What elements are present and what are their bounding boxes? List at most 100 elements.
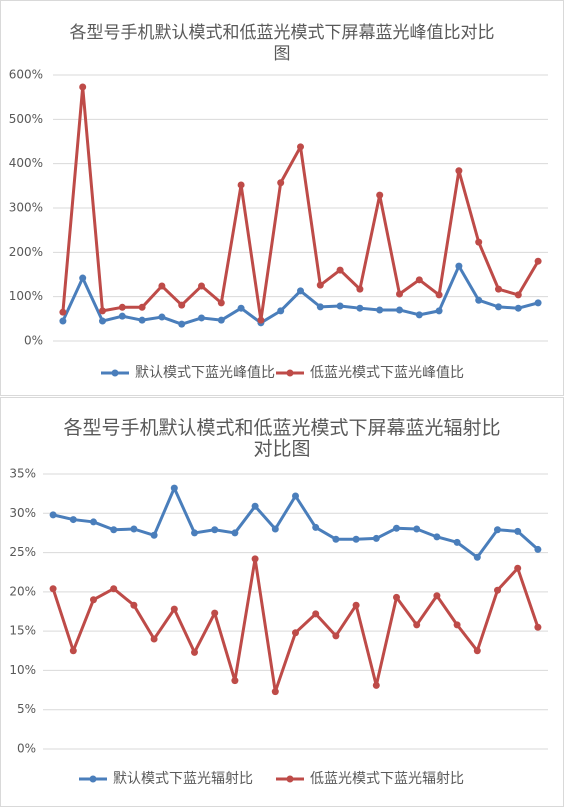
point — [435, 291, 443, 299]
point — [271, 688, 279, 696]
point — [251, 555, 259, 563]
point — [372, 681, 380, 689]
point — [237, 181, 245, 189]
point — [79, 83, 87, 91]
series-line — [51, 557, 540, 694]
point — [170, 484, 178, 492]
point — [198, 282, 205, 290]
chart-title: 各型号手机默认模式和低蓝光模式下屏幕蓝光辐射比对比图 — [63, 417, 501, 460]
point — [415, 276, 423, 284]
point — [473, 647, 481, 655]
y-tick-label: 500% — [9, 112, 43, 126]
chart-panel: 各型号手机默认模式和低蓝光模式下屏幕蓝光辐射比对比图 0% 5% 10% 15% 20%… — [0, 397, 564, 807]
point — [495, 303, 502, 311]
legend-marker — [111, 369, 119, 377]
point — [277, 307, 285, 315]
legend-label: 低蓝光模式下蓝光峰值比 — [310, 365, 464, 381]
point — [231, 677, 239, 685]
point — [237, 304, 245, 312]
y-tick-label: 20% — [9, 584, 36, 598]
point — [257, 316, 265, 324]
y-tick-label: 0% — [17, 742, 36, 756]
y-tick-label: 100% — [9, 289, 43, 303]
series-line — [61, 85, 540, 322]
point — [514, 527, 522, 535]
legend-label: 低蓝光模式下蓝光辐射比 — [310, 771, 464, 787]
point — [514, 304, 522, 312]
point — [413, 621, 421, 629]
point — [336, 266, 344, 274]
legend-label: 默认模式下蓝光峰值比 — [135, 365, 275, 381]
point — [297, 287, 304, 295]
point — [396, 290, 403, 298]
point — [393, 524, 400, 532]
point — [332, 535, 340, 543]
point — [475, 238, 483, 246]
point — [158, 282, 166, 290]
point — [170, 605, 178, 613]
y-tick-label: 30% — [9, 506, 36, 520]
point — [494, 526, 501, 534]
point — [514, 564, 522, 572]
y-tick-label: 25% — [9, 545, 36, 559]
y-tick-label: 200% — [9, 245, 43, 259]
point — [514, 291, 522, 299]
point — [292, 629, 299, 637]
point — [138, 316, 146, 324]
point — [312, 523, 320, 531]
point — [271, 525, 279, 533]
point — [356, 304, 364, 312]
point — [433, 592, 441, 600]
point — [494, 586, 501, 594]
legend-label: 默认模式下蓝光辐射比 — [113, 771, 253, 787]
point — [49, 585, 57, 593]
point — [178, 301, 186, 309]
point — [352, 601, 360, 609]
y-tick-label: 15% — [9, 624, 36, 638]
point — [292, 492, 299, 500]
point — [277, 179, 285, 187]
point — [231, 529, 239, 537]
point — [79, 274, 87, 282]
point — [415, 311, 423, 319]
point — [69, 647, 77, 655]
point — [150, 531, 158, 539]
point — [433, 533, 441, 541]
point — [332, 632, 340, 640]
point — [455, 167, 463, 175]
point — [473, 553, 481, 561]
chart-title: 各型号手机默认模式和低蓝光模式下屏幕蓝光峰值比对比图 — [69, 23, 495, 64]
legend-marker — [286, 775, 294, 783]
point — [372, 534, 380, 542]
point — [534, 545, 542, 553]
point — [251, 502, 259, 510]
point — [178, 320, 186, 328]
point — [99, 307, 106, 315]
point — [90, 596, 97, 604]
point — [413, 525, 421, 533]
point — [118, 312, 126, 320]
point — [453, 538, 461, 546]
point — [150, 635, 158, 643]
point — [534, 257, 542, 265]
legend-marker — [286, 369, 294, 377]
point — [534, 299, 542, 307]
point — [130, 601, 138, 609]
point — [49, 511, 57, 519]
point — [59, 308, 67, 316]
legend-marker — [89, 775, 97, 783]
y-tick-label: 10% — [9, 663, 36, 677]
series-line — [61, 264, 539, 326]
point — [312, 610, 320, 618]
point — [336, 302, 344, 310]
point — [118, 303, 126, 311]
point — [110, 585, 118, 593]
point — [69, 516, 77, 524]
point — [376, 306, 384, 314]
point — [495, 285, 502, 293]
point — [453, 621, 461, 629]
chart: 0% 100% 200% 300% 400% 500% 600% 默认模式下蓝光峰值比 低蓝光模… — [9, 68, 548, 381]
y-tick-label: 300% — [9, 201, 43, 215]
point — [217, 316, 225, 324]
